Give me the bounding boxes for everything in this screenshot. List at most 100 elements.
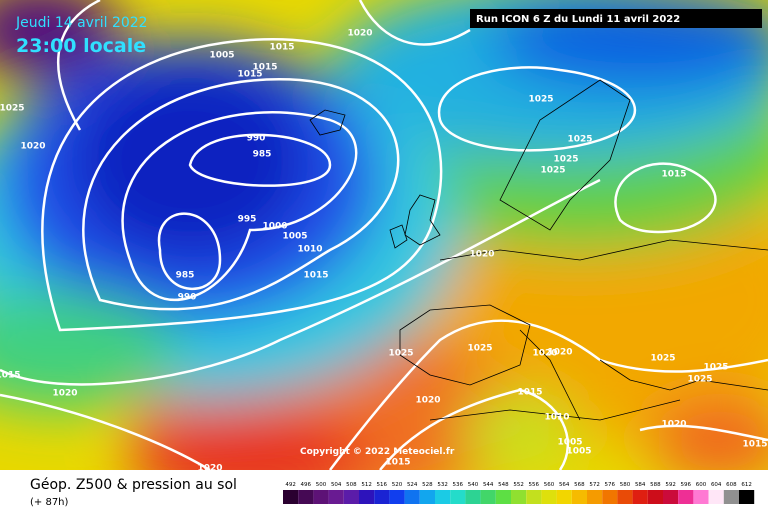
scale-swatch	[511, 490, 527, 504]
scale-label: 528	[422, 482, 433, 488]
isobar-label: 1020	[347, 29, 372, 39]
scale-label: 512	[361, 482, 372, 488]
isobar-label: 1015	[269, 43, 294, 53]
scale-label: 608	[726, 482, 737, 488]
scale-swatch	[647, 490, 663, 504]
isobar-label: 1010	[544, 413, 569, 423]
scale-label: 536	[453, 482, 464, 488]
scale-swatch	[693, 490, 709, 504]
scale-label: 612	[741, 482, 752, 488]
isobar-label: 1010	[297, 245, 322, 255]
scale-label: 600	[696, 482, 707, 488]
scale-label: 532	[437, 482, 448, 488]
scale-swatch	[632, 490, 648, 504]
isobar-label: 990	[247, 134, 266, 144]
scale-swatch	[343, 490, 359, 504]
scale-swatch	[587, 490, 603, 504]
scale-swatch	[404, 490, 420, 504]
isobar-label: 1020	[52, 389, 77, 399]
scale-label: 568	[574, 482, 585, 488]
scale-swatch	[663, 490, 679, 504]
scale-swatch	[374, 490, 390, 504]
scale-label: 560	[544, 482, 555, 488]
isobar-label: 1025	[687, 375, 712, 385]
scale-label: 516	[377, 482, 388, 488]
scale-swatch	[571, 490, 587, 504]
isobar-label: 1025	[703, 363, 728, 373]
scale-swatch	[480, 490, 496, 504]
isobar-labels: 1020100510151015101510251020990985995100…	[0, 29, 768, 474]
isobar-label: 1025	[567, 135, 592, 145]
scale-label: 540	[468, 482, 479, 488]
isobar-label: 1025	[528, 95, 553, 105]
scale-label: 556	[529, 482, 540, 488]
scale-label: 588	[650, 482, 661, 488]
scale-swatch	[450, 490, 466, 504]
isobar-label: 1025	[388, 349, 413, 359]
scale-label: 576	[605, 482, 616, 488]
isobar-label: 1020	[469, 250, 494, 260]
isobar-label: 1005	[209, 51, 234, 61]
scale-swatch	[435, 490, 451, 504]
scale-swatch	[313, 490, 329, 504]
scale-label: 520	[392, 482, 403, 488]
isobar-label: 995	[238, 215, 257, 225]
isobar-label: 1020	[661, 420, 686, 430]
scale-swatch	[283, 490, 299, 504]
isobar-label: 1015	[303, 271, 328, 281]
scale-swatch	[602, 490, 618, 504]
scale-swatch	[541, 490, 557, 504]
isobar-label: 1020	[20, 142, 45, 152]
scale-label: 544	[483, 482, 494, 488]
isobar-label: 1015	[252, 63, 277, 73]
scale-label: 524	[407, 482, 418, 488]
scale-swatch	[723, 490, 739, 504]
isobar-label: 1005	[566, 447, 591, 457]
isobar-label: 1025	[0, 104, 25, 114]
isobar-label: 1020	[415, 396, 440, 406]
isobar-label: 1020	[532, 349, 557, 359]
scale-label: 596	[681, 482, 692, 488]
copyright: Copyright © 2022 Meteociel.fr	[300, 447, 455, 457]
scale-swatch	[298, 490, 314, 504]
isobar-label: 1025	[650, 354, 675, 364]
scale-label: 604	[711, 482, 722, 488]
isobar-label: 1025	[553, 155, 578, 165]
scale-swatch	[495, 490, 511, 504]
forecast-lead: (+ 87h)	[30, 497, 69, 508]
scale-swatch	[526, 490, 542, 504]
scale-label: 504	[331, 482, 342, 488]
isobar-label: 1015	[661, 170, 686, 180]
isobar-label: 1015	[0, 371, 21, 381]
isobar-label: 1025	[467, 344, 492, 354]
isobar-label: 1000	[262, 222, 287, 232]
scale-label: 548	[498, 482, 509, 488]
scale-swatch	[419, 490, 435, 504]
isobar-label: 1025	[540, 166, 565, 176]
isobar-label: 1015	[237, 70, 262, 80]
scale-label: 492	[285, 482, 296, 488]
scale-swatch	[739, 490, 755, 504]
isobar-label: 1015	[742, 440, 767, 450]
time: 23:00 locale	[16, 35, 146, 57]
scale-label: 564	[559, 482, 570, 488]
date: Jeudi 14 avril 2022	[15, 15, 148, 31]
footer-title: Géop. Z500 & pression au sol	[30, 477, 237, 493]
scale-label: 592	[665, 482, 676, 488]
scale-label: 496	[301, 482, 312, 488]
isobar-label: 985	[253, 150, 272, 160]
run-info: Run ICON 6 Z du Lundi 11 avril 2022	[476, 14, 680, 25]
run-box	[470, 9, 762, 28]
scale-swatch	[359, 490, 375, 504]
isobar-label: 1020	[547, 348, 572, 358]
scale-swatch	[328, 490, 344, 504]
scale-label: 584	[635, 482, 646, 488]
scale-label: 552	[513, 482, 524, 488]
scale-swatch	[389, 490, 405, 504]
isobar-label: 1015	[517, 388, 542, 398]
isobar-label: 1005	[557, 438, 582, 448]
scale-swatch	[708, 490, 724, 504]
